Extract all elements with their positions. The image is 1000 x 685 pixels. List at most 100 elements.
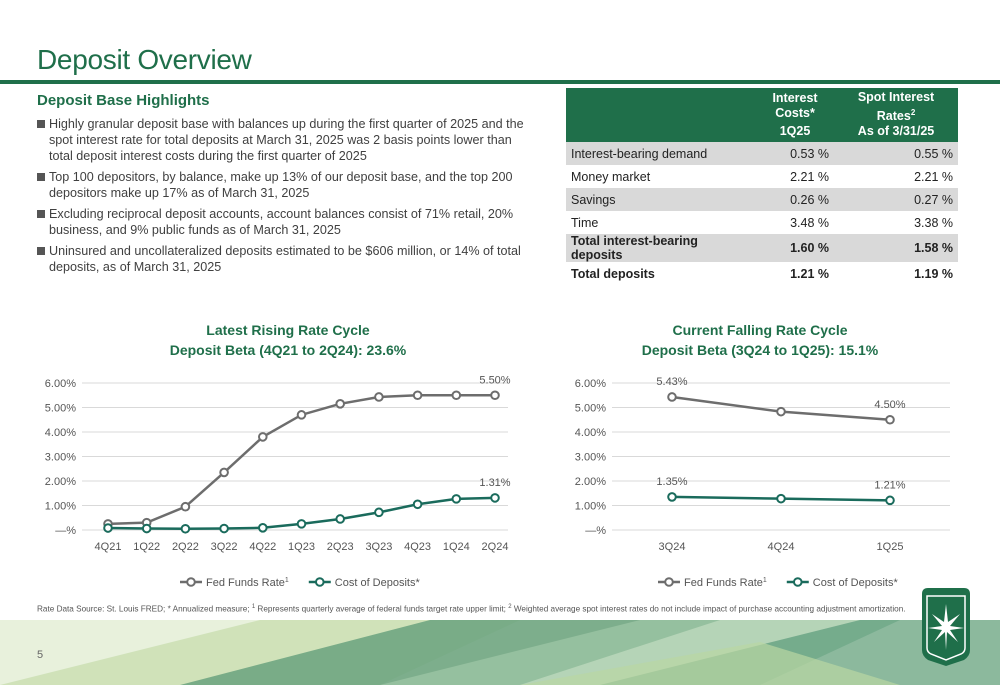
x-tick-label: 3Q22 — [211, 541, 238, 553]
bullet-square-icon — [37, 120, 45, 128]
y-tick-label: —% — [55, 525, 76, 537]
data-point — [258, 522, 268, 533]
data-point — [258, 432, 268, 442]
footnote-sup: 2 — [508, 604, 512, 610]
row-label: Total interest-bearing deposits — [566, 234, 756, 263]
data-label: 5.50% — [479, 374, 510, 386]
data-point — [374, 507, 384, 518]
row-spot: 3.38 % — [914, 215, 953, 230]
table-row: Total deposits 1.21 % 1.19 % — [566, 262, 958, 285]
legend-label: Cost of Deposits* — [813, 577, 899, 589]
data-label: 1.31% — [479, 477, 510, 489]
highlight-item: Top 100 depositors, by balance, make up … — [37, 169, 532, 201]
row-label: Time — [571, 215, 599, 230]
title-divider — [0, 80, 1000, 84]
highlight-item: Uninsured and uncollateralized deposits … — [37, 243, 532, 275]
data-point — [451, 390, 462, 401]
header-text: 1Q25 — [779, 124, 811, 139]
row-label: Money market — [571, 169, 651, 184]
data-label: 5.43% — [656, 376, 687, 388]
x-tick-label: 2Q22 — [172, 541, 199, 553]
legend-label: Fed Funds Rate1 — [684, 577, 767, 589]
footnote-sup: 1 — [251, 604, 256, 610]
falling-chart-subtitle: Deposit Beta (3Q24 to 1Q25): 15.1% — [641, 342, 879, 358]
data-label: 1.21% — [874, 479, 905, 491]
page-title: Deposit Overview — [37, 44, 252, 75]
x-tick-label: 4Q24 — [768, 541, 795, 553]
legend-swatch-marker — [664, 577, 674, 587]
table-header-blank — [566, 88, 756, 143]
row-label: Interest-bearing demand — [566, 142, 756, 166]
x-tick-label: 1Q22 — [133, 541, 160, 553]
falling-chart-title-block: Current Falling Rate Cycle Deposit Beta … — [560, 320, 960, 360]
rising-rate-chart: —% 1.00% 2.00% 3.00% 4.00% 5.00% 6.00% 4Q21 1Q22… — [45, 374, 511, 589]
row-spot: 1.19 % — [914, 266, 953, 281]
rising-chart-title: Latest Rising Rate Cycle — [206, 322, 370, 338]
row-cost: 0.26 % — [756, 188, 835, 212]
footnote-text: Weighted average spot interest rates do … — [511, 604, 906, 614]
footnote-text: Represents quarterly average of federal … — [255, 604, 509, 614]
data-point — [451, 494, 462, 504]
x-tick-label: 2Q24 — [482, 541, 509, 553]
y-tick-label: 3.00% — [45, 452, 76, 464]
data-point — [490, 390, 500, 401]
data-point — [667, 392, 677, 402]
highlight-item: Excluding reciprocal deposit accounts, a… — [37, 206, 532, 238]
y-tick-label: 1.00% — [45, 501, 76, 513]
y-tick-label: 4.00% — [575, 427, 606, 439]
data-point — [180, 501, 191, 512]
table-header-interest-costs: Interest Costs* 1Q25 — [756, 88, 835, 143]
row-spot: 1.58 % — [834, 234, 958, 263]
y-tick-label: 6.00% — [45, 378, 76, 390]
x-tick-label: 4Q21 — [95, 541, 122, 553]
row-label: Total deposits — [571, 266, 655, 281]
deposit-rates-table: Interest Costs* 1Q25 Spot Interest Rates… — [566, 88, 958, 285]
row-spot: 0.55 % — [834, 142, 958, 166]
x-tick-label: 3Q24 — [659, 541, 686, 553]
star-burst-logo-icon — [922, 588, 970, 666]
data-point — [296, 519, 307, 529]
data-point — [296, 410, 307, 420]
rising-chart-subtitle: Deposit Beta (4Q21 to 2Q24): 23.6% — [169, 342, 407, 358]
data-point — [667, 492, 677, 502]
rising-chart-title-block: Latest Rising Rate Cycle Deposit Beta (4… — [88, 320, 488, 360]
decorative-banner — [0, 620, 1000, 685]
table-row: Total interest-bearing deposits 1.60 % 1… — [566, 234, 958, 263]
data-point — [776, 406, 786, 417]
data-point — [885, 414, 895, 425]
y-tick-label: 2.00% — [45, 476, 76, 488]
highlight-text: Highly granular deposit base with balanc… — [49, 117, 524, 163]
data-point — [141, 523, 152, 534]
row-spot: 2.21 % — [914, 169, 953, 184]
header-text: Rates — [876, 109, 911, 124]
table-row: Savings 0.26 % 0.27 % — [566, 188, 958, 212]
y-tick-label: 5.00% — [45, 403, 76, 415]
highlight-text: Top 100 depositors, by balance, make up … — [49, 170, 513, 200]
legend-superscript: 1 — [763, 577, 767, 584]
x-tick-label: 1Q24 — [443, 541, 470, 553]
y-tick-label: 1.00% — [575, 501, 606, 513]
highlight-text: Excluding reciprocal deposit accounts, a… — [49, 207, 514, 237]
header-superscript: 2 — [910, 108, 916, 117]
legend-label: Cost of Deposits* — [335, 577, 421, 589]
page-number: 5 — [37, 649, 44, 661]
header-text: Spot Interest — [857, 90, 935, 104]
row-cost: 2.21 % — [790, 169, 830, 184]
x-tick-label: 1Q23 — [288, 541, 315, 553]
x-tick-label: 4Q22 — [249, 541, 276, 553]
data-point — [885, 495, 895, 506]
header-text: Costs* — [775, 106, 815, 121]
legend-superscript: 1 — [285, 577, 289, 584]
bullet-square-icon — [37, 210, 45, 218]
data-label: 1.35% — [656, 476, 687, 488]
data-point — [335, 514, 346, 524]
legend-swatch-marker — [186, 577, 196, 587]
row-cost: 0.53 % — [756, 142, 835, 166]
highlight-text: Uninsured and uncollateralized deposits … — [49, 244, 521, 274]
data-point — [412, 499, 423, 510]
y-tick-label: —% — [585, 525, 606, 537]
header-text: Interest — [772, 91, 818, 106]
y-tick-label: 5.00% — [575, 403, 606, 415]
x-tick-label: 3Q23 — [365, 541, 392, 553]
data-point — [335, 399, 346, 409]
